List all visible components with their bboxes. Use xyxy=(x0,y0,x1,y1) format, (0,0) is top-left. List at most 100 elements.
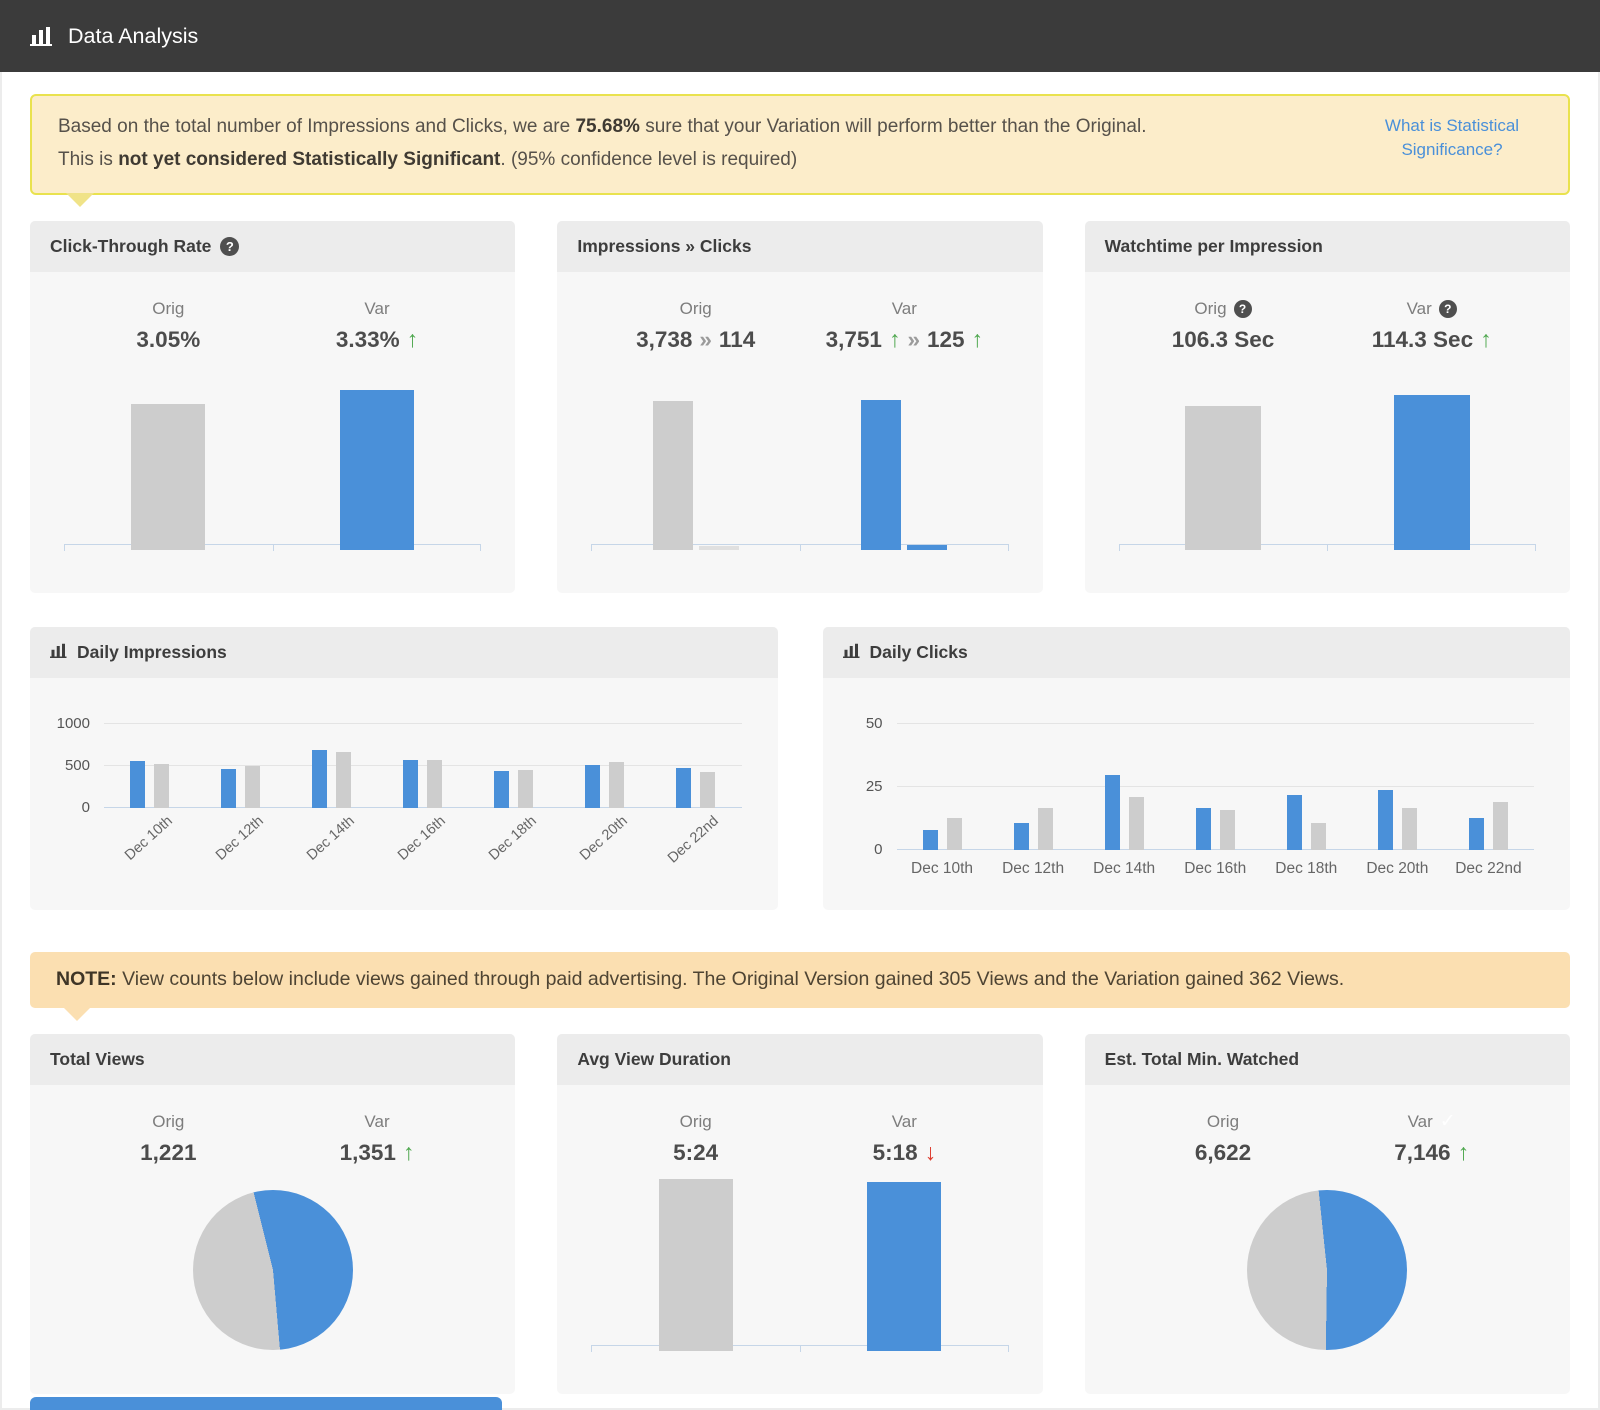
up-arrow-icon: ↑ xyxy=(402,1138,415,1165)
alert-text-segment: sure that your Variation will perform be… xyxy=(639,116,1147,137)
value-text: 5:18 xyxy=(872,1139,918,1165)
daily-clicks-plot: 0 25 50 Dec 10th Dec 12th Dec 14th Dec 16th Dec… xyxy=(866,715,1535,877)
orig-column: Orig? 106.3 Sec xyxy=(1119,298,1328,355)
bar-group: Dec 22nd xyxy=(1455,724,1522,877)
bar xyxy=(518,769,534,809)
orig-label-text: Orig xyxy=(679,1111,712,1131)
var-label-text: Var xyxy=(1407,1111,1433,1131)
var-label: Var xyxy=(800,1111,1009,1133)
bar-group xyxy=(131,403,206,551)
separator: » xyxy=(907,327,920,353)
x-axis xyxy=(64,544,482,552)
x-tick-label: Dec 16th xyxy=(1184,860,1247,878)
card-header: Daily Clicks xyxy=(822,627,1570,679)
orig-column: Orig 1,221 xyxy=(64,1111,273,1168)
orig-label-text: Orig xyxy=(1206,1111,1240,1131)
var-value: 3,751 ↑» 125 ↑ xyxy=(800,325,1009,355)
var-label: Var? xyxy=(1327,298,1536,320)
bar xyxy=(131,403,206,551)
stat-card-click-through-rate: Click-Through Rate ? Orig 3.05% Var 3.33… xyxy=(30,221,516,594)
y-tick-label: 50 xyxy=(865,715,883,733)
var-column: Var ✓ 7,146 ↑ xyxy=(1327,1111,1536,1168)
x-tick-label: Dec 18th xyxy=(1275,860,1338,878)
bars: Dec 10th Dec 12th Dec 14th Dec 16th Dec 18th… xyxy=(897,724,1535,877)
bar xyxy=(861,400,902,551)
bar-group xyxy=(339,390,414,551)
value-text: 106.3 Sec xyxy=(1171,327,1275,353)
confidence-percent: 75.68% xyxy=(575,116,640,137)
help-icon[interactable]: ? xyxy=(220,237,240,257)
x-axis xyxy=(591,544,1009,552)
bar-group xyxy=(652,400,739,551)
orig-label: Orig xyxy=(1119,1111,1328,1133)
stat-card-total-views: Total Views Orig 1,221 Var 1,351 ↑ xyxy=(30,1033,516,1394)
var-column: Var? 114.3 Sec ↑ xyxy=(1327,298,1536,355)
bar xyxy=(1401,807,1417,851)
x-tick-label: Dec 16th xyxy=(395,813,449,865)
orig-column: Orig 3,738» 114 xyxy=(591,298,800,355)
var-label-text: Var xyxy=(1406,299,1432,319)
var-value: 5:18 ↓ xyxy=(800,1138,1009,1168)
orig-label: Orig xyxy=(591,1111,800,1133)
cutoff-blue-element[interactable] xyxy=(30,1397,502,1410)
card-title: Avg View Duration xyxy=(577,1048,731,1069)
bar xyxy=(1013,822,1029,851)
value-text: 3,738 xyxy=(636,327,693,353)
page-title: Data Analysis xyxy=(68,23,199,48)
down-arrow-icon: ↓ xyxy=(924,1138,937,1165)
x-tick-label: Dec 10th xyxy=(121,813,176,865)
bar xyxy=(312,749,328,809)
bar-group: Dec 16th xyxy=(1184,724,1246,877)
value-text: 3.33% xyxy=(335,327,400,353)
page-content: Based on the total number of Impressions… xyxy=(0,94,1600,1394)
var-label: Var xyxy=(273,298,482,320)
var-label: Var ✓ xyxy=(1327,1111,1536,1133)
gridline: 25 xyxy=(866,778,1534,795)
value-text: 3.05% xyxy=(136,327,201,353)
help-icon[interactable]: ? xyxy=(1438,300,1457,319)
bars xyxy=(1119,395,1536,551)
orig-value: 1,221 xyxy=(64,1138,273,1168)
statistical-significance-link[interactable]: What is Statistical Significance? xyxy=(1384,116,1520,159)
var-value: 7,146 ↑ xyxy=(1327,1138,1536,1168)
bar xyxy=(609,762,625,809)
var-value: 3.33% ↑ xyxy=(273,325,482,355)
orig-label-text: Orig xyxy=(152,1111,185,1131)
x-tick-label: Dec 10th xyxy=(911,860,974,878)
stat-columns: Orig 3.05% Var 3.33% ↑ xyxy=(64,298,481,355)
card-body: Orig 3.05% Var 3.33% ↑ xyxy=(30,272,515,593)
significance-line-2: This is not yet considered Statistically… xyxy=(58,144,1336,177)
significance-status: not yet considered Statistically Signifi… xyxy=(118,148,501,170)
card-title: Watchtime per Impression xyxy=(1104,236,1323,257)
bar xyxy=(336,752,352,809)
card-title: Click-Through Rate xyxy=(50,236,212,257)
stat-card-avg-view-duration: Avg View Duration Orig 5:24 Var 5:18 ↓ xyxy=(557,1033,1043,1394)
bar xyxy=(1104,774,1120,851)
gridline: 1000 xyxy=(57,715,742,732)
app-header: Data Analysis xyxy=(0,0,1600,72)
bar xyxy=(245,765,261,809)
daily-clicks-card: Daily Clicks 0 25 50 Dec 10th Dec 12th Dec 14… xyxy=(822,627,1570,911)
bar xyxy=(1128,797,1144,851)
orig-value: 106.3 Sec xyxy=(1119,325,1328,355)
var-label: Var xyxy=(800,298,1009,320)
daily-impressions-card: Daily Impressions 0 500 1000 Dec 10th Dec 12… xyxy=(30,627,778,911)
card-header: Daily Impressions xyxy=(30,627,778,679)
bar-group xyxy=(1184,406,1261,551)
bar xyxy=(1037,807,1053,851)
x-tick-label: Dec 20th xyxy=(577,813,632,865)
y-tick-label: 25 xyxy=(865,778,883,796)
bar xyxy=(652,400,693,551)
bar xyxy=(700,772,716,809)
stat-columns: Orig? 106.3 Sec Var? 114.3 Sec ↑ xyxy=(1119,298,1536,355)
var-column: Var 3,751 ↑» 125 ↑ xyxy=(800,298,1009,355)
significance-alert: Based on the total number of Impressions… xyxy=(30,94,1570,208)
card-body: Orig? 106.3 Sec Var? 114.3 Sec ↑ xyxy=(1085,272,1570,593)
help-icon[interactable]: ? xyxy=(1233,300,1252,319)
orig-label-text: Orig xyxy=(679,299,712,319)
var-column: Var 5:18 ↓ xyxy=(800,1111,1009,1168)
orig-value: 3,738» 114 xyxy=(591,325,800,355)
note-text: View counts below include views gained t… xyxy=(116,968,1345,991)
up-arrow-icon: ↑ xyxy=(1457,1138,1470,1165)
min-watched-pie-chart xyxy=(1247,1189,1408,1350)
